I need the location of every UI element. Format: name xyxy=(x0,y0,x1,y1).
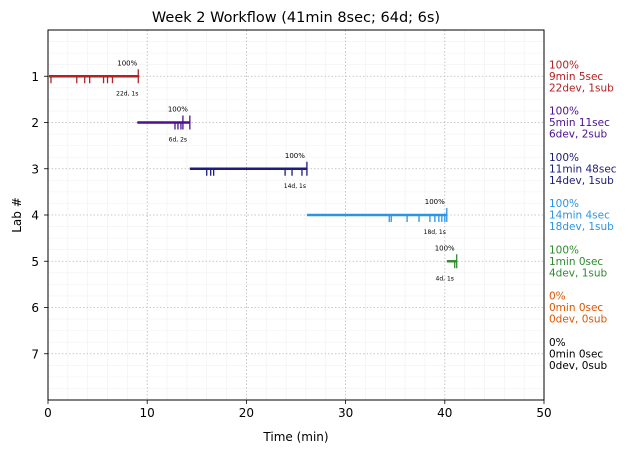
x-tick-label: 40 xyxy=(437,406,452,420)
lab-6-summary-line: 0% xyxy=(549,291,566,303)
lab-4-summary-line: 100% xyxy=(549,198,579,210)
chart-title: Week 2 Workflow (41min 8sec; 64d; 6s) xyxy=(152,10,440,26)
x-tick-label: 50 xyxy=(536,406,551,420)
lab-5-percent-label: 100% xyxy=(435,244,455,252)
y-tick-label: 7 xyxy=(31,347,39,361)
lab-7-summary-line: 0dev, 0sub xyxy=(549,360,608,372)
lab-4-percent-label: 100% xyxy=(425,198,445,206)
x-axis-label: Time (min) xyxy=(262,430,328,444)
y-tick-label: 3 xyxy=(31,162,39,176)
lab-1-summary-line: 22dev, 1sub xyxy=(549,82,614,94)
lab-3-summary-line: 14dev, 1sub xyxy=(549,175,614,187)
lab-7-summary-line: 0min 0sec xyxy=(549,348,603,360)
lab-2-counts-label: 6d, 2s xyxy=(169,137,187,144)
lab-2-summary-line: 5min 11sec xyxy=(549,117,610,129)
lab-1-percent-label: 100% xyxy=(117,59,137,67)
lab-2-summary-line: 100% xyxy=(549,106,579,118)
lab-4-summary-line: 18dev, 1sub xyxy=(549,221,614,233)
lab-4-counts-label: 18d, 1s xyxy=(424,229,446,236)
lab-5-counts-label: 4d, 1s xyxy=(436,275,454,282)
y-axis-label: Lab # xyxy=(10,197,24,233)
axis-ticks: 0 10 20 30 40 50 1 2 3 4 5 6 7 xyxy=(31,70,551,420)
lab-1-summary-line: 9min 5sec xyxy=(549,71,603,83)
x-tick-label: 0 xyxy=(44,406,52,420)
y-tick-label: 1 xyxy=(31,70,39,84)
lab-1-summary-line: 100% xyxy=(549,59,579,71)
lab-2-summary-line: 6dev, 2sub xyxy=(549,129,608,141)
lab-6-summary-line: 0min 0sec xyxy=(549,302,603,314)
timeline-marks: 100% 22d, 1s 100% 6d, 2s 100% 14d, 1s 100% 18d,… xyxy=(48,59,458,282)
y-tick-label: 6 xyxy=(31,301,39,315)
grid xyxy=(47,30,545,400)
y-tick-label: 5 xyxy=(31,255,39,269)
lab-2-percent-label: 100% xyxy=(168,106,188,114)
lab-5-summary-line: 1min 0sec xyxy=(549,256,603,268)
x-tick-label: 10 xyxy=(140,406,155,420)
y-tick-label: 2 xyxy=(31,116,39,130)
lab-7-summary-line: 0% xyxy=(549,337,566,349)
lab-3-percent-label: 100% xyxy=(285,152,305,160)
y-tick-label: 4 xyxy=(31,209,39,223)
lab-1-counts-label: 22d, 1s xyxy=(116,90,138,97)
lab-3-counts-label: 14d, 1s xyxy=(284,183,306,190)
x-tick-label: 20 xyxy=(239,406,254,420)
lab-5-summary-line: 100% xyxy=(549,244,579,256)
lab-4-summary-line: 14min 4sec xyxy=(549,210,610,222)
lab-3-summary-line: 100% xyxy=(549,152,579,164)
lab-5-summary-line: 4dev, 1sub xyxy=(549,267,608,279)
lab-6-summary-line: 0dev, 0sub xyxy=(549,314,608,326)
x-tick-label: 30 xyxy=(338,406,353,420)
lab-3-summary-line: 11min 48sec xyxy=(549,163,617,175)
